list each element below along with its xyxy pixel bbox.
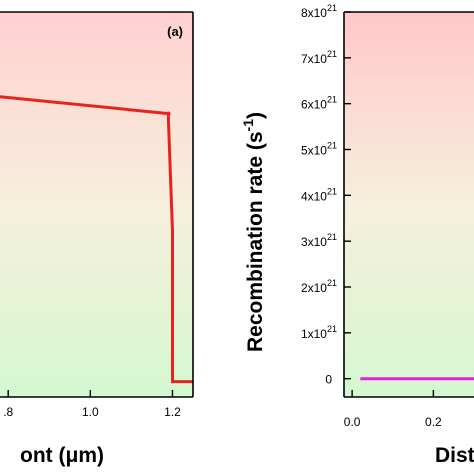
plot-area-background-b [344, 12, 474, 397]
x-axis-label-a: ont (μm) [20, 444, 104, 467]
series-marker-a [166, 111, 171, 116]
x-axis-label-b: Dista [435, 444, 474, 467]
x-tick-label-b: 0.0 [344, 415, 361, 429]
y-tick-label-b: 6x1021 [301, 95, 337, 112]
panel-label-a: (a) [167, 24, 183, 39]
x-tick-label-a: 1.2 [164, 405, 181, 419]
y-tick-label-b: 1x1021 [301, 324, 337, 341]
y-tick-label-b: 8x1021 [301, 3, 337, 20]
y-tick-label-b: 2x1021 [301, 278, 337, 295]
y-tick-label-b: 7x1021 [301, 49, 337, 66]
chart-panel-b: 0 1x1021 2x1021 3x1021 4x1021 5x1021 6x1021 7x1… [240, 3, 474, 467]
x-tick-label-b: 0.2 [425, 415, 442, 429]
y-tick-label-b: 3x1021 [301, 232, 337, 249]
y-tick-label-b: 5x1021 [301, 141, 337, 158]
x-tick-label-a: 1.0 [82, 405, 99, 419]
plot-area-background-a [0, 12, 193, 397]
y-axis-label-b: Recombination rate (s-1) [240, 112, 267, 352]
x-tick-label-a: .8 [3, 405, 13, 419]
y-tick-label-b: 4x1021 [301, 186, 337, 203]
y-tick-label-b: 0 [325, 373, 332, 387]
chart-panel-a: .8 1.0 1.2 (a) ont (μm) [0, 11, 194, 467]
series-line-a-0 [0, 95, 193, 384]
